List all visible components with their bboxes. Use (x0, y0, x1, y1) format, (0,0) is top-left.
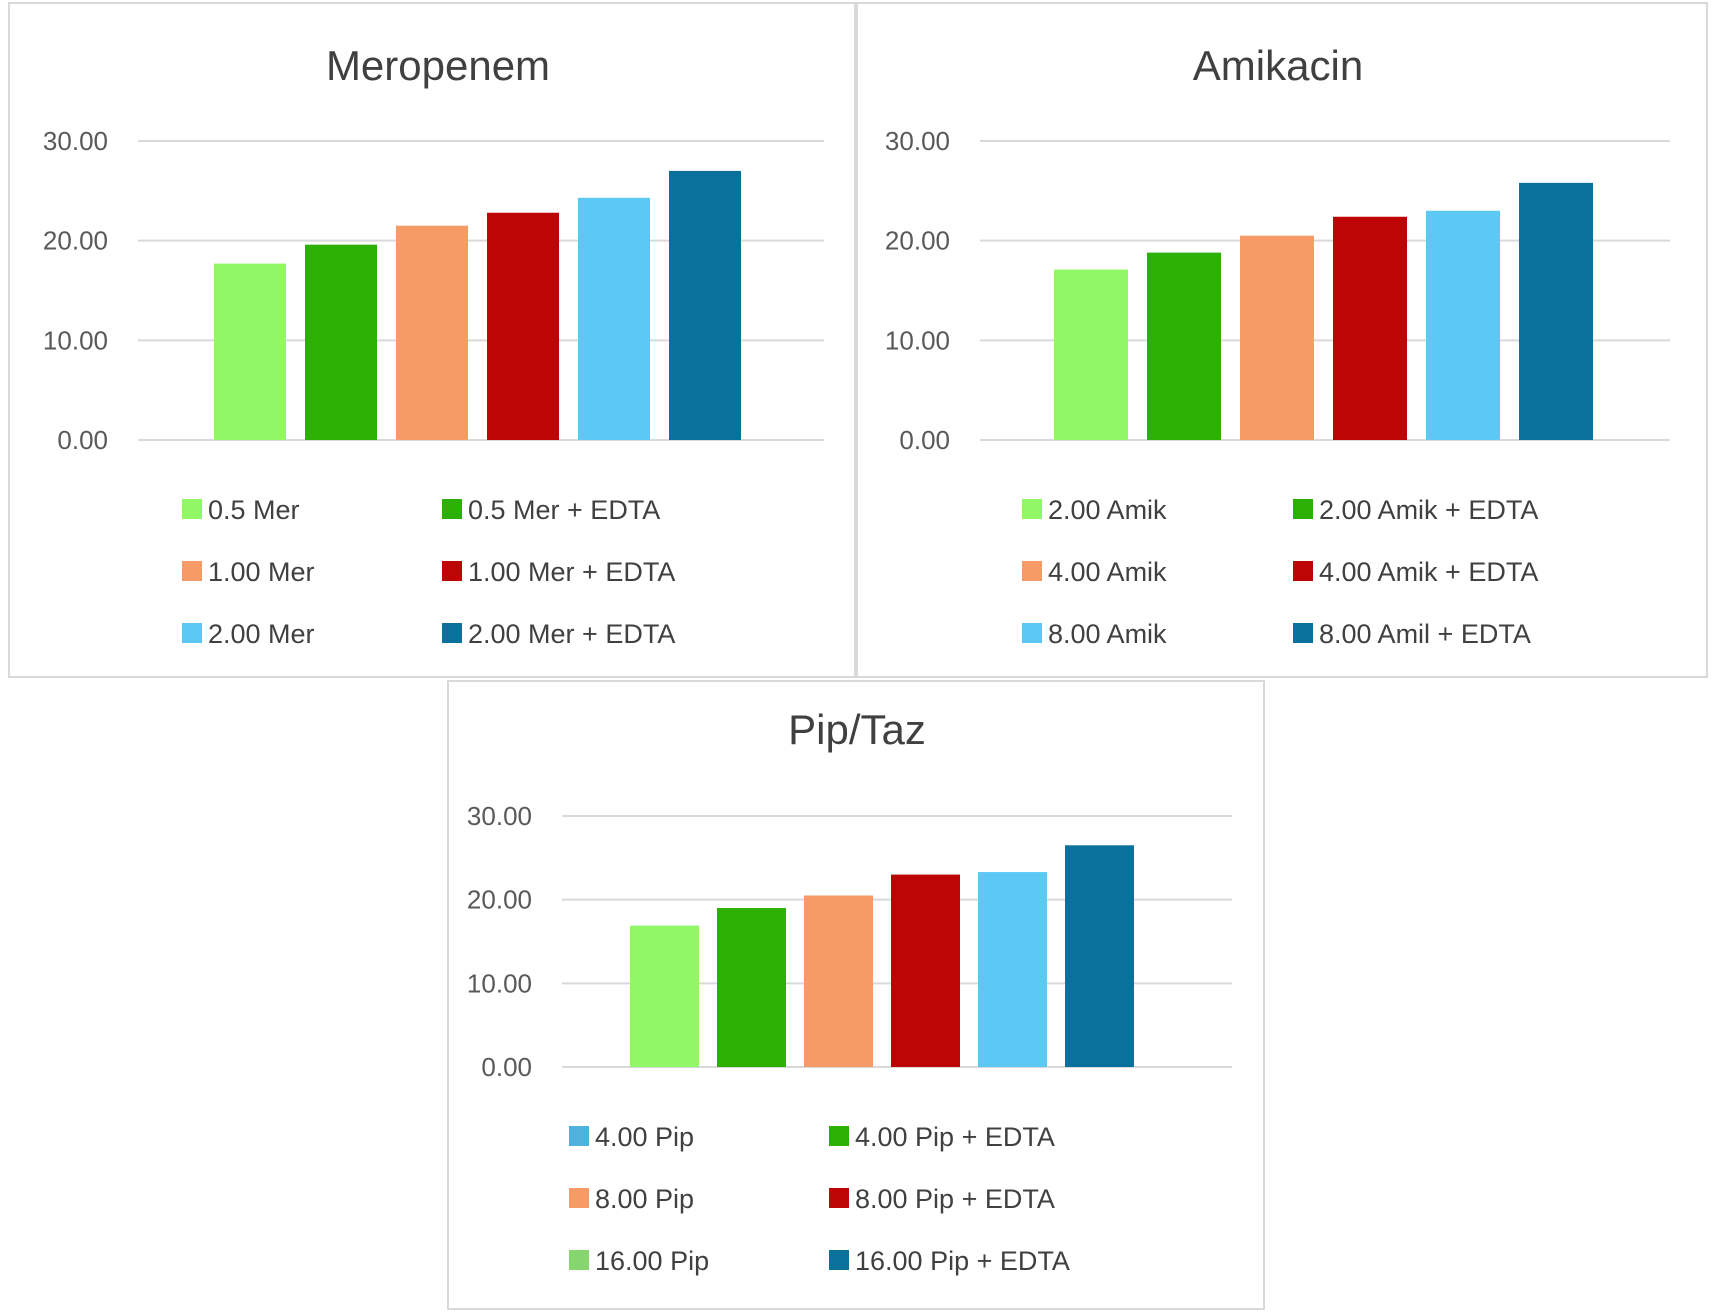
meropenem-legend-swatch (442, 561, 462, 581)
meropenem-y-tick-label: 0.00 (57, 425, 108, 455)
pip-taz-bar-4-00-pip (630, 925, 699, 1067)
meropenem-legend-label: 0.5 Mer + EDTA (468, 495, 660, 525)
pip-taz-legend-item: 16.00 Pip + EDTA (829, 1246, 1070, 1276)
meropenem-legend-swatch (182, 623, 202, 643)
meropenem-legend-item: 2.00 Mer (182, 619, 315, 649)
pip-taz-legend-label: 4.00 Pip + EDTA (855, 1122, 1055, 1152)
pip-taz-legend-swatch (829, 1188, 849, 1208)
meropenem-y-tick-label: 10.00 (43, 325, 108, 355)
amikacin-bar-2-00-amik (1054, 269, 1128, 440)
amikacin-bar-4-00-amik-edta (1333, 216, 1407, 440)
meropenem-legend-label: 2.00 Mer (208, 619, 315, 649)
chart-panel-meropenem: Meropenem 0.00 10.00 20.00 30.00 0.5 Mer 0.5 M… (8, 2, 856, 678)
amikacin-y-tick-label: 0.00 (899, 425, 950, 455)
amikacin-legend-item: 2.00 Amik + EDTA (1293, 495, 1538, 525)
meropenem-bar-0-5-mer-edta (305, 244, 377, 440)
meropenem-legend-label: 0.5 Mer (208, 495, 300, 525)
pip-taz-bar-8-00-pip-edta (891, 874, 960, 1067)
meropenem-legend-item: 0.5 Mer + EDTA (442, 495, 660, 525)
amikacin-legend-item: 8.00 Amil + EDTA (1293, 619, 1531, 649)
pip-taz-legend-label: 4.00 Pip (595, 1122, 694, 1152)
pip-taz-y-tick-label: 30.00 (467, 801, 532, 831)
pip-taz-bar-4-00-pip-edta (717, 908, 786, 1067)
amikacin-bar-8-00-amik (1426, 210, 1500, 440)
pip-taz-legend-item: 8.00 Pip + EDTA (829, 1184, 1055, 1214)
chart-pip-taz: Pip/Taz 0.00 10.00 20.00 30.00 4.00 Pip 4.00 P… (467, 706, 1232, 1276)
amikacin-legend-swatch (1293, 499, 1313, 519)
pip-taz-legend-label: 16.00 Pip (595, 1246, 709, 1276)
amikacin-legend-label: 4.00 Amik (1048, 557, 1167, 587)
meropenem-legend-item: 1.00 Mer (182, 557, 315, 587)
amikacin-y-tick-label: 30.00 (885, 126, 950, 156)
pip-taz-legend-label: 16.00 Pip + EDTA (855, 1246, 1070, 1276)
pip-taz-legend-label: 8.00 Pip (595, 1184, 694, 1214)
meropenem-legend-item: 2.00 Mer + EDTA (442, 619, 675, 649)
pip-taz-y-tick-label: 0.00 (481, 1052, 532, 1082)
pip-taz-y-tick-label: 20.00 (467, 885, 532, 915)
meropenem-chart-title: Meropenem (326, 42, 550, 89)
pip-taz-legend-swatch (829, 1250, 849, 1270)
amikacin-legend-item: 4.00 Amik (1022, 557, 1167, 587)
pip-taz-bar-16-00-pip-edta (1065, 845, 1134, 1067)
pip-taz-bar-16-00-pip (978, 872, 1047, 1067)
amikacin-legend-swatch (1022, 499, 1042, 519)
amikacin-legend-swatch (1022, 623, 1042, 643)
pip-taz-bar-8-00-pip (804, 895, 873, 1067)
amikacin-legend-swatch (1022, 561, 1042, 581)
pip-taz-legend-item: 8.00 Pip (569, 1184, 694, 1214)
amikacin-bar-2-00-amik-edta (1147, 252, 1221, 440)
chart-meropenem: Meropenem 0.00 10.00 20.00 30.00 0.5 Mer 0.5 M… (43, 42, 824, 649)
pip-taz-legend-swatch (569, 1188, 589, 1208)
meropenem-legend-swatch (182, 499, 202, 519)
amikacin-bar-4-00-amik (1240, 235, 1314, 440)
amikacin-legend-swatch (1293, 561, 1313, 581)
chart-amikacin: Amikacin 0.00 10.00 20.00 30.00 2.00 Amik 2.00… (885, 42, 1670, 649)
meropenem-legend-swatch (182, 561, 202, 581)
meropenem-bar-2-00-mer-edta (669, 170, 741, 440)
pip-taz-legend-item: 4.00 Pip (569, 1122, 694, 1152)
pip-taz-legend-swatch (569, 1126, 589, 1146)
amikacin-y-tick-label: 20.00 (885, 226, 950, 256)
amikacin-chart-title: Amikacin (1193, 42, 1363, 89)
meropenem-legend-label: 1.00 Mer + EDTA (468, 557, 675, 587)
amikacin-legend-label: 8.00 Amik (1048, 619, 1167, 649)
meropenem-y-tick-label: 30.00 (43, 126, 108, 156)
amikacin-legend-item: 4.00 Amik + EDTA (1293, 557, 1538, 587)
amikacin-legend-swatch (1293, 623, 1313, 643)
meropenem-legend-label: 2.00 Mer + EDTA (468, 619, 675, 649)
pip-taz-chart-title: Pip/Taz (788, 706, 926, 753)
amikacin-y-tick-label: 10.00 (885, 325, 950, 355)
meropenem-bar-0-5-mer (214, 263, 286, 440)
pip-taz-legend-swatch (829, 1126, 849, 1146)
meropenem-legend-item: 1.00 Mer + EDTA (442, 557, 675, 587)
meropenem-legend-swatch (442, 499, 462, 519)
pip-taz-legend-item: 16.00 Pip (569, 1246, 709, 1276)
amikacin-legend-label: 2.00 Amik + EDTA (1319, 495, 1538, 525)
meropenem-bar-2-00-mer (578, 197, 650, 440)
amikacin-legend-label: 2.00 Amik (1048, 495, 1167, 525)
meropenem-legend-item: 0.5 Mer (182, 495, 300, 525)
amikacin-legend-item: 8.00 Amik (1022, 619, 1167, 649)
amikacin-legend-item: 2.00 Amik (1022, 495, 1167, 525)
meropenem-bar-1-00-mer-edta (487, 212, 559, 440)
meropenem-y-tick-label: 20.00 (43, 226, 108, 256)
amikacin-bar-8-00-amil-edta (1519, 182, 1593, 441)
meropenem-legend-swatch (442, 623, 462, 643)
pip-taz-legend-label: 8.00 Pip + EDTA (855, 1184, 1055, 1214)
pip-taz-y-tick-label: 10.00 (467, 968, 532, 998)
amikacin-legend-label: 8.00 Amil + EDTA (1319, 619, 1531, 649)
chart-panel-pip-taz: Pip/Taz 0.00 10.00 20.00 30.00 4.00 Pip 4.00 P… (447, 680, 1265, 1310)
amikacin-legend-label: 4.00 Amik + EDTA (1319, 557, 1538, 587)
chart-panel-amikacin: Amikacin 0.00 10.00 20.00 30.00 2.00 Amik 2.00… (856, 2, 1708, 678)
meropenem-legend-label: 1.00 Mer (208, 557, 315, 587)
pip-taz-legend-swatch (569, 1250, 589, 1270)
pip-taz-legend-item: 4.00 Pip + EDTA (829, 1122, 1055, 1152)
meropenem-bar-1-00-mer (396, 225, 468, 440)
